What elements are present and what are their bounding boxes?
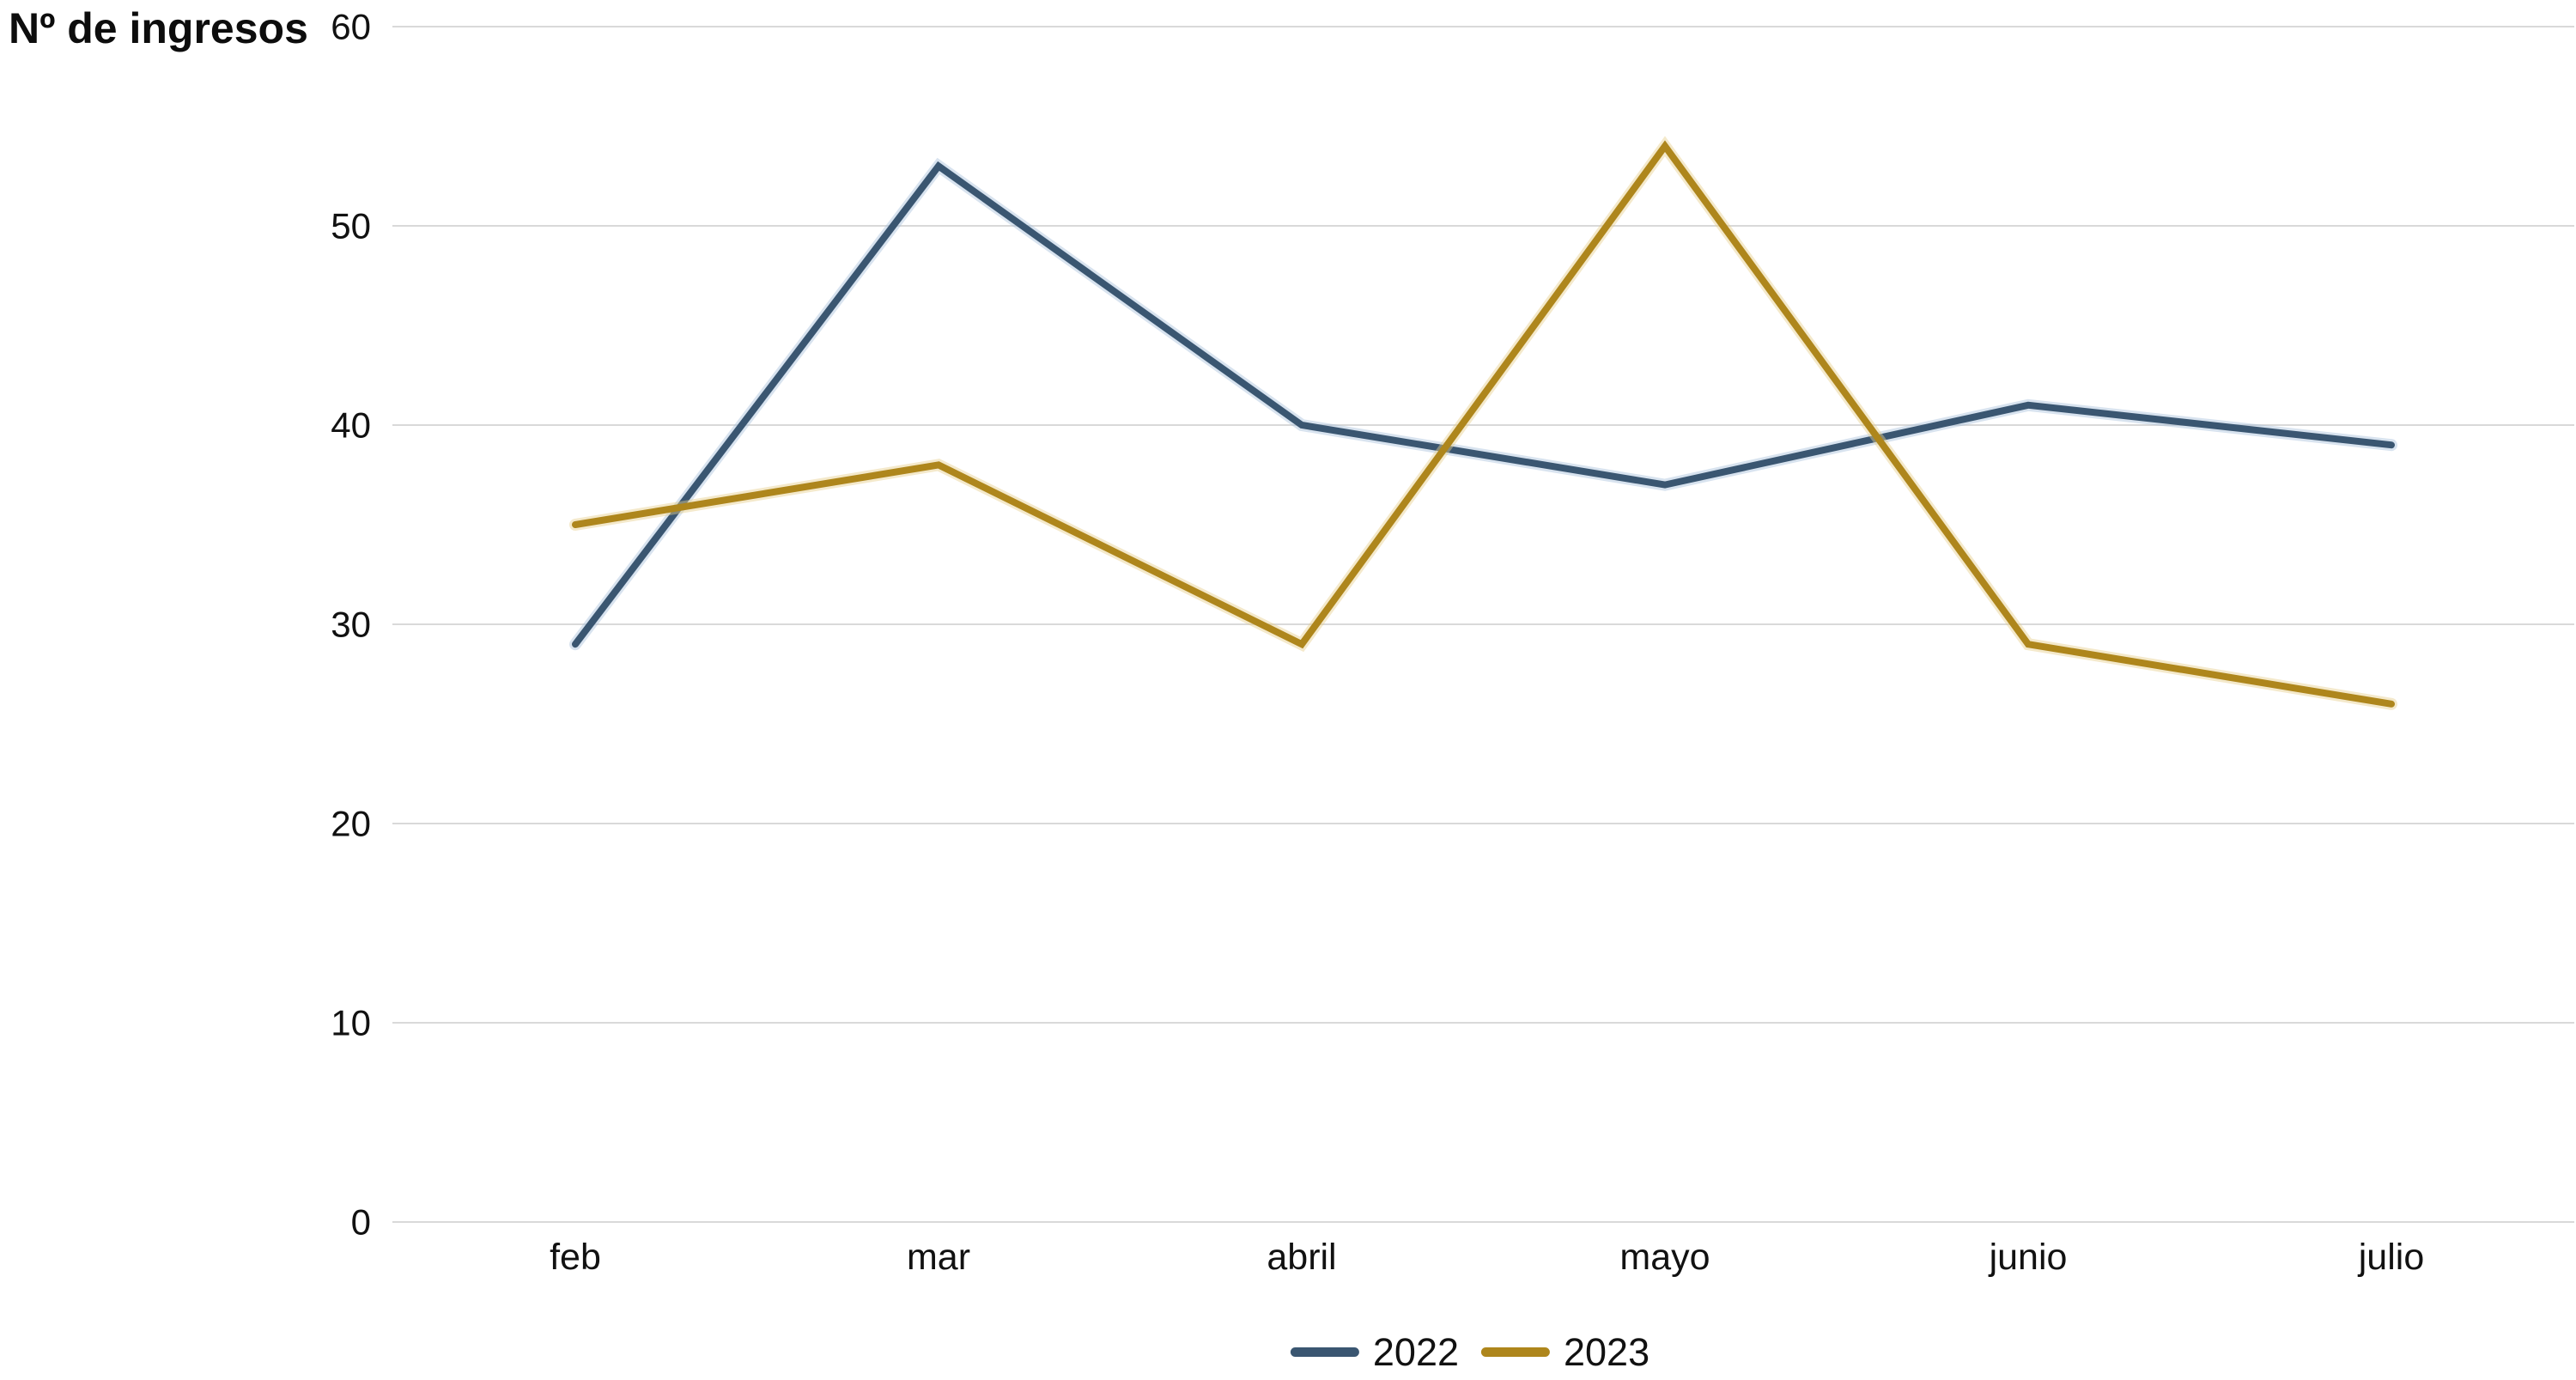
legend-label-2023: 2023 — [1564, 1330, 1650, 1374]
x-tick-label-feb: feb — [550, 1237, 601, 1278]
y-tick-label-0: 0 — [351, 1202, 371, 1243]
legend-label-2022: 2022 — [1372, 1330, 1459, 1374]
legend: 2022 2023 — [1290, 1330, 1649, 1374]
y-tick-label-10: 10 — [331, 1003, 371, 1043]
y-tick-label-20: 20 — [331, 804, 371, 844]
series-line-2022 — [572, 161, 2395, 648]
legend-item-2023: 2023 — [1481, 1333, 1649, 1371]
x-tick-label-mar: mar — [907, 1237, 970, 1278]
y-tick-label-30: 30 — [331, 605, 371, 645]
legend-swatch-2023-icon — [1481, 1347, 1550, 1357]
legend-item-2022: 2022 — [1290, 1330, 1459, 1374]
y-tick-label-50: 50 — [331, 206, 371, 246]
series-line-2023 — [572, 140, 2395, 708]
y-tick-label-40: 40 — [331, 405, 371, 446]
x-tick-label-julio: julio — [2357, 1237, 2425, 1278]
x-tick-label-junio: junio — [1988, 1237, 2068, 1278]
x-tick-label-mayo: mayo — [1619, 1237, 1710, 1278]
y-axis-title: Nº de ingresos — [9, 4, 308, 52]
y-tick-label-60: 60 — [331, 7, 371, 47]
legend-swatch-2022-icon — [1290, 1347, 1359, 1357]
x-tick-label-abril: abril — [1267, 1237, 1336, 1278]
